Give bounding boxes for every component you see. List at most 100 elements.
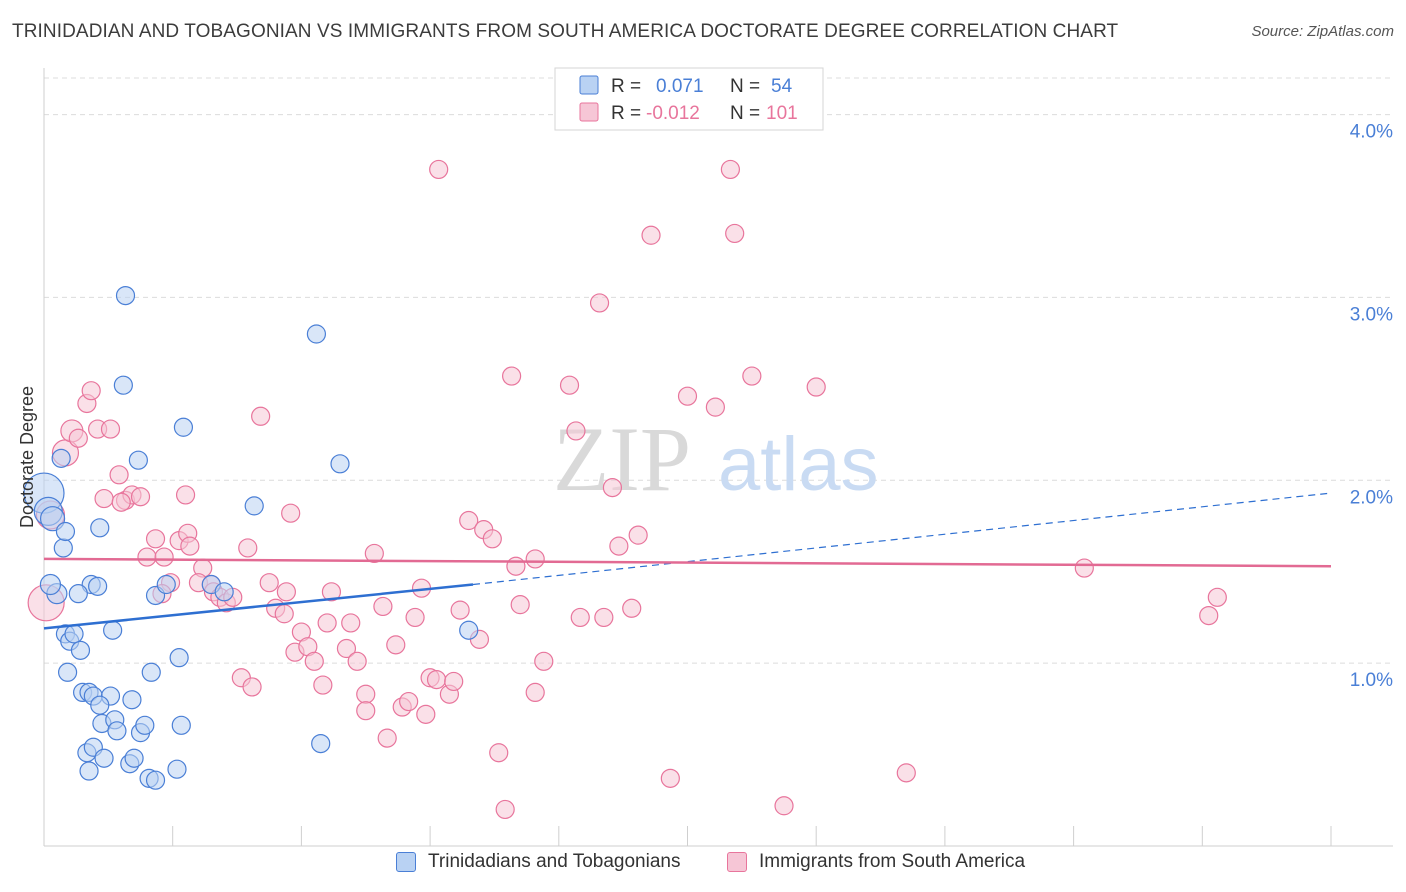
pink-point — [660, 768, 680, 788]
legend-swatch-pink — [579, 102, 599, 122]
pink-point — [259, 573, 279, 593]
blue-point — [214, 582, 234, 602]
pink-point — [386, 635, 406, 655]
blue-point — [39, 573, 62, 596]
blue-point — [39, 506, 66, 532]
scatter-chart: ZIP atlas 1.0%2.0%3.0%4.0%0.0%60.0% Doct… — [17, 67, 1393, 847]
axes — [43, 68, 1393, 847]
pink-point — [356, 684, 376, 704]
pink-point — [495, 799, 515, 820]
pink-point — [566, 421, 586, 441]
legend-item-south-america[interactable]: Immigrants from South America — [727, 851, 1025, 873]
blue-point — [88, 576, 108, 596]
pink-point — [720, 159, 741, 180]
blue-point — [141, 662, 161, 682]
pink-point — [489, 743, 509, 763]
pink-point — [364, 543, 384, 564]
watermark: ZIP atlas — [553, 408, 879, 510]
pink-point — [175, 485, 196, 505]
pink-point — [81, 381, 101, 401]
blue-point — [128, 450, 148, 470]
y-axis-label: Doctorate Degree — [17, 386, 37, 528]
blue-trend-line — [43, 583, 474, 630]
pink-point — [677, 386, 698, 406]
pink-point — [602, 478, 623, 498]
pink-point — [806, 377, 826, 397]
pink-point — [450, 600, 470, 620]
legend-label-south-america: Immigrants from South America — [759, 851, 1026, 872]
correlation-legend: R = 0.071 N = 54 R = -0.012 N = 101 — [554, 67, 824, 131]
legend-swatch-trinidadians — [396, 852, 416, 872]
legend-r-label-pink: R = — [611, 103, 641, 124]
trend-lines — [43, 492, 1332, 630]
watermark-atlas: atlas — [718, 422, 879, 507]
pink-point — [68, 428, 88, 448]
blue-point — [122, 690, 142, 710]
pink-point — [356, 701, 376, 721]
pink-point — [506, 556, 526, 576]
blue-point — [115, 286, 136, 306]
blue-point — [145, 770, 166, 790]
pink-point — [274, 604, 294, 624]
blue-point — [135, 715, 155, 735]
pink-point — [641, 225, 661, 245]
pink-point — [459, 510, 479, 531]
blue-point — [68, 584, 88, 604]
blue-point — [90, 518, 110, 538]
pink-point — [705, 397, 725, 417]
series-legend: Trinidadians and Tobagonians Immigrants … — [0, 851, 1406, 879]
blue-point — [167, 759, 187, 779]
pink-point — [242, 677, 262, 697]
y-tick-label: 4.0% — [1350, 122, 1393, 143]
pink-point — [510, 595, 530, 615]
pink-point — [321, 582, 342, 602]
pink-point — [609, 536, 629, 556]
blue-point — [64, 624, 84, 644]
pink-point — [130, 487, 151, 507]
blue-point — [311, 733, 331, 754]
pink-point — [1199, 605, 1219, 626]
legend-swatch-south-america — [727, 852, 747, 872]
pink-point — [377, 728, 397, 748]
pink-point — [399, 691, 419, 712]
pink-point — [416, 704, 436, 724]
blue-point — [79, 761, 99, 781]
pink-point — [589, 293, 610, 313]
blue-point — [169, 648, 189, 668]
blue-point — [94, 748, 114, 768]
legend-swatch-blue — [579, 75, 599, 95]
blue-point — [107, 721, 127, 741]
pink-point — [444, 671, 464, 692]
pink-point — [373, 596, 393, 617]
pink-point — [251, 406, 271, 426]
pink-point — [145, 529, 166, 549]
y-tick-label: 2.0% — [1350, 487, 1393, 508]
pink-point — [137, 547, 157, 567]
pink-point — [154, 547, 174, 567]
source-label: Source: ZipAtlas.com — [1251, 23, 1394, 40]
blue-point — [244, 496, 264, 516]
blue-point — [171, 715, 191, 735]
pink-trend-line — [43, 557, 1332, 568]
blue-point — [459, 620, 479, 640]
pink-point — [238, 538, 258, 558]
pink-point — [628, 525, 648, 545]
pink-point — [570, 607, 590, 628]
legend-label-trinidadians: Trinidadians and Tobagonians — [428, 851, 681, 872]
pink-point — [405, 607, 425, 628]
pink-point — [94, 488, 114, 509]
pink-point — [502, 366, 522, 386]
pink-point — [482, 529, 502, 549]
pink-point — [1074, 558, 1094, 578]
pink-point — [525, 549, 545, 569]
pink-point — [429, 159, 449, 180]
pink-point — [109, 465, 129, 485]
pink-point — [336, 638, 357, 659]
pink-point — [896, 763, 916, 783]
legend-item-trinidadians[interactable]: Trinidadians and Tobagonians — [396, 851, 680, 873]
pink-point — [341, 613, 361, 633]
pink-point — [111, 492, 131, 512]
pink-point — [281, 503, 301, 523]
blue-series-points — [23, 286, 479, 790]
pink-point — [180, 536, 200, 556]
